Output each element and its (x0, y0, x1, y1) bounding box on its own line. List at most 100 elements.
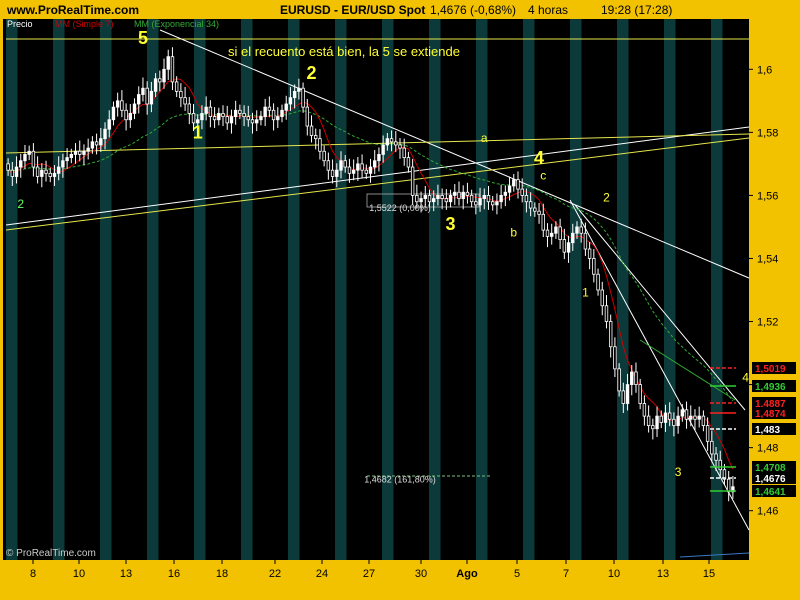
trendline-green-dashed (639, 339, 736, 401)
y-tick-label: 1,46 (757, 506, 778, 518)
wave-label: 2 (603, 191, 610, 205)
price-label-box (752, 461, 796, 473)
candle-body (600, 289, 604, 307)
candle-body (124, 109, 128, 121)
candle-body (571, 232, 575, 244)
candle-body (187, 103, 192, 114)
candle-body (705, 425, 710, 442)
x-tick-label: 30 (415, 568, 427, 580)
candle-body (61, 160, 65, 168)
price-axis: 1,61,581,561,541,521,51,481,46 (749, 64, 778, 518)
candle-body (512, 179, 516, 187)
price-label: 1,483 (755, 425, 780, 436)
candle-body (465, 191, 470, 196)
x-tick-label: 16 (168, 568, 180, 580)
x-tick-label: 27 (363, 568, 375, 580)
candle-body (280, 109, 284, 117)
trendline-channel-mid (574, 204, 746, 411)
legend-ma-exp: MM (Exponencial 34) (134, 19, 219, 29)
candle-body (592, 258, 596, 275)
instrument-title: EURUSD - EUR/USD Spot (280, 3, 426, 17)
time-bands (6, 19, 723, 560)
legend-ma-simple: MM (Simple 7) (55, 19, 114, 29)
candle-body (554, 226, 558, 234)
y-tick-label: 1,54 (757, 253, 778, 265)
candle-body (259, 116, 263, 121)
wave-label: 1,5522 (0,00%) (369, 203, 431, 213)
x-tick-label: 22 (269, 568, 281, 580)
candle-body (314, 135, 318, 140)
candle-body (373, 160, 377, 168)
candle-body (301, 87, 305, 108)
site-name[interactable]: www.ProRealTime.com (7, 3, 140, 17)
candle-body (69, 154, 74, 158)
candle-body (6, 163, 10, 171)
candle-body (457, 191, 461, 199)
candle-body (166, 56, 170, 70)
candle-body (318, 138, 322, 152)
candle-body (499, 195, 503, 203)
candle-body (78, 150, 82, 155)
candle-body (347, 166, 352, 174)
wave-label: 4 (742, 370, 749, 384)
candle-body (255, 119, 259, 124)
candle-body (621, 390, 626, 404)
candle-body (617, 368, 621, 392)
candle-body (444, 198, 449, 203)
wave-label: 1 (582, 285, 589, 299)
interval-label: 4 horas (528, 3, 569, 17)
candle-body (27, 150, 31, 155)
candle-body (200, 113, 204, 121)
candle-body (541, 213, 545, 231)
candle-body (191, 113, 196, 124)
candle-body (482, 195, 486, 199)
candle-body (406, 157, 411, 168)
candle-body (398, 144, 402, 149)
candle-body (208, 106, 213, 117)
ma-exponencial-line (8, 110, 734, 402)
wave-label: a (481, 131, 488, 145)
candle-body (284, 103, 288, 111)
x-tick-label: 13 (657, 568, 669, 580)
candle-body (65, 157, 69, 162)
x-tick-label: 24 (316, 568, 328, 580)
candle-body (461, 191, 465, 199)
candle-body (528, 201, 533, 209)
candle-body (44, 169, 48, 174)
price-label-box (752, 397, 796, 409)
x-tick-label: 18 (216, 568, 228, 580)
candle-body (292, 90, 297, 99)
candle-body (183, 97, 187, 105)
candle-body (86, 147, 90, 152)
candle-body (111, 106, 116, 121)
price-label: 1,4936 (755, 382, 786, 393)
candle-body (562, 239, 567, 253)
candle-body (149, 90, 154, 105)
session-band (194, 19, 206, 560)
candle-body (697, 415, 701, 420)
candle-body (545, 229, 550, 237)
candle-body (128, 113, 133, 121)
candle-body (680, 409, 685, 417)
session-band (523, 19, 535, 560)
candle-body (642, 403, 647, 417)
candle-body (233, 109, 238, 117)
x-tick-label: Ago (456, 568, 478, 580)
trendline-channel-upper (159, 29, 750, 279)
x-tick-label: 5 (514, 568, 520, 580)
candle-body (250, 119, 255, 124)
candle-body (579, 226, 583, 234)
candle-body (297, 87, 301, 92)
candle-body (141, 87, 145, 95)
price-label-box (752, 407, 796, 419)
session-band (570, 19, 582, 560)
candle-body (229, 116, 234, 124)
candle-body (689, 415, 693, 420)
session-band (664, 19, 676, 560)
candle-body (40, 169, 44, 177)
candle-body (718, 459, 722, 471)
wave-label: b (510, 225, 517, 239)
candle-body (35, 166, 40, 177)
